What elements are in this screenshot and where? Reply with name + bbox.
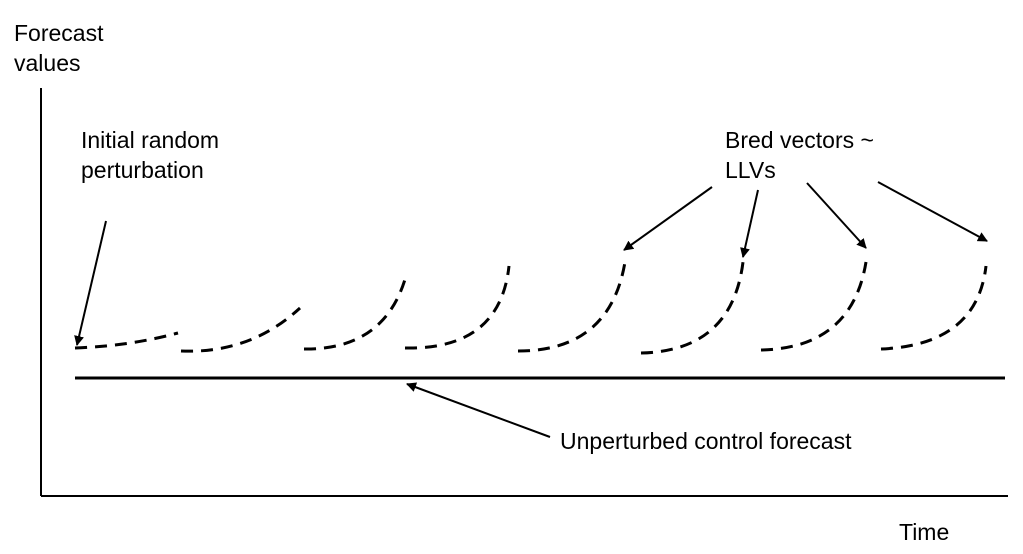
initial-perturbation-label: Initial random perturbation	[81, 125, 219, 185]
bred-vectors-label: Bred vectors ~ LLVs	[725, 125, 874, 185]
y-axis-label-line-1: Forecast	[14, 20, 104, 46]
perturbation-curve-3	[303, 275, 408, 351]
y-axis-label: Forecast values	[14, 18, 103, 78]
control-forecast-label: Unperturbed control forecast	[560, 428, 852, 454]
perturbation-curve-6	[640, 261, 745, 355]
perturbation-curve-1	[74, 331, 179, 350]
y-axis-label-line-2: values	[14, 50, 81, 76]
perturbation-curve-8	[880, 265, 988, 351]
control-forecast-arrow	[406, 382, 551, 438]
perturbation-curve-4	[404, 265, 511, 350]
bred-vector-arrow-2	[740, 189, 759, 258]
perturbation-curve-2	[180, 306, 302, 353]
bred-vector-arrow-3	[806, 182, 867, 249]
initial-perturbation-label-line-1: Initial random	[81, 127, 220, 153]
perturbation-curve-7	[760, 261, 868, 352]
initial-perturbation-arrow	[74, 220, 107, 346]
bred-vectors-label-line-2: LLVs	[725, 157, 776, 183]
bred-vectors-label-line-1: Bred vectors ~	[725, 127, 874, 153]
bred-vector-arrow-1	[623, 186, 713, 251]
bred-vector-arrow-4	[877, 181, 988, 242]
perturbation-curve-5	[517, 261, 627, 353]
x-axis-label: Time	[899, 519, 950, 545]
initial-perturbation-label-line-2: perturbation	[81, 157, 204, 183]
